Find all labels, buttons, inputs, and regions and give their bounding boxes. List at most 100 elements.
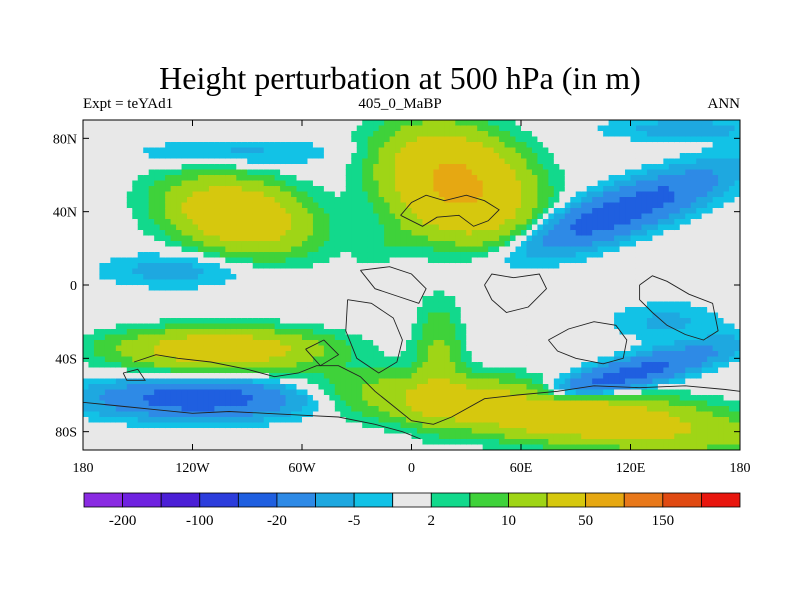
field-cell [269, 444, 276, 450]
field-cell [159, 285, 166, 292]
field-cell [132, 142, 139, 149]
field-cell [208, 147, 215, 154]
field-cell [192, 439, 199, 446]
field-cell [154, 290, 161, 297]
field-cell [104, 395, 111, 402]
field-cell [148, 186, 155, 193]
field-cell [466, 285, 473, 292]
field-cell [93, 263, 101, 270]
field-cell [444, 362, 451, 369]
field-cell [329, 351, 336, 358]
field-cell [433, 428, 440, 435]
field-cell [510, 296, 517, 303]
field-cell [121, 323, 128, 330]
field-cell [515, 175, 522, 182]
field-cell [83, 329, 90, 336]
field-cell [132, 191, 139, 198]
field-cell [378, 230, 385, 237]
field-cell [99, 378, 106, 385]
field-cell [400, 263, 407, 270]
field-cell [504, 417, 511, 424]
field-cell [252, 153, 259, 160]
field-cell [531, 158, 539, 165]
field-cell [236, 136, 243, 143]
field-cell [526, 235, 533, 242]
field-cell [406, 263, 413, 270]
field-cell [99, 246, 106, 253]
field-cell [197, 230, 205, 237]
field-cell [263, 136, 270, 143]
field-cell [351, 439, 358, 446]
field-cell [93, 246, 101, 253]
field-cell [460, 296, 467, 303]
field-cell [280, 329, 287, 336]
field-cell [362, 433, 369, 440]
field-cell [126, 153, 133, 160]
field-cell [154, 384, 161, 391]
field-cell [247, 147, 254, 154]
field-cell [427, 433, 434, 440]
field-cell [110, 274, 117, 281]
field-cell [159, 318, 166, 325]
field-cell [291, 120, 298, 127]
field-cell [165, 428, 172, 435]
field-cell [263, 235, 270, 242]
field-cell [93, 356, 101, 363]
field-cell [433, 235, 440, 242]
field-cell [236, 444, 243, 450]
field-cell [296, 208, 303, 215]
field-cell [537, 164, 544, 171]
field-cell [192, 285, 199, 292]
field-cell [236, 345, 243, 352]
field-cell [422, 356, 429, 363]
field-cell [334, 257, 341, 264]
field-cell [493, 334, 500, 341]
field-cell [197, 120, 205, 127]
field-cell [531, 312, 539, 319]
field-cell [296, 395, 303, 402]
field-cell [115, 257, 122, 264]
field-cell [493, 169, 500, 176]
field-cell [99, 142, 106, 149]
field-cell [329, 312, 336, 319]
field-cell [449, 318, 456, 325]
field-cell [104, 318, 111, 325]
field-cell [197, 318, 205, 325]
field-cell [406, 323, 413, 330]
field-cell [241, 334, 248, 341]
field-cell [159, 241, 166, 248]
field-cell [132, 329, 139, 336]
field-cell [137, 164, 144, 171]
field-cell [208, 175, 215, 182]
field-cell [214, 279, 221, 286]
field-cell [121, 197, 128, 204]
field-cell [340, 186, 347, 193]
field-cell [148, 318, 155, 325]
field-cell [362, 235, 369, 242]
field-cell [378, 340, 385, 347]
field-cell [351, 307, 358, 314]
field-cell [132, 356, 139, 363]
field-cell [192, 378, 199, 385]
field-cell [482, 340, 489, 347]
field-cell [466, 136, 473, 143]
field-cell [510, 356, 517, 363]
field-cell [411, 439, 418, 446]
field-cell [455, 180, 462, 187]
field-cell [126, 125, 133, 132]
field-cell [466, 340, 473, 347]
field-cell [104, 120, 111, 127]
field-cell [274, 219, 281, 226]
field-cell [93, 351, 101, 358]
field-cell [307, 400, 314, 407]
field-cell [389, 439, 396, 446]
field-cell [269, 384, 276, 391]
field-cell [323, 219, 330, 226]
field-cell [214, 164, 221, 171]
field-cell [302, 384, 309, 391]
field-cell [482, 433, 489, 440]
field-cell [373, 142, 380, 149]
field-cell [351, 389, 358, 396]
field-cell [219, 329, 226, 336]
field-cell [504, 373, 511, 380]
